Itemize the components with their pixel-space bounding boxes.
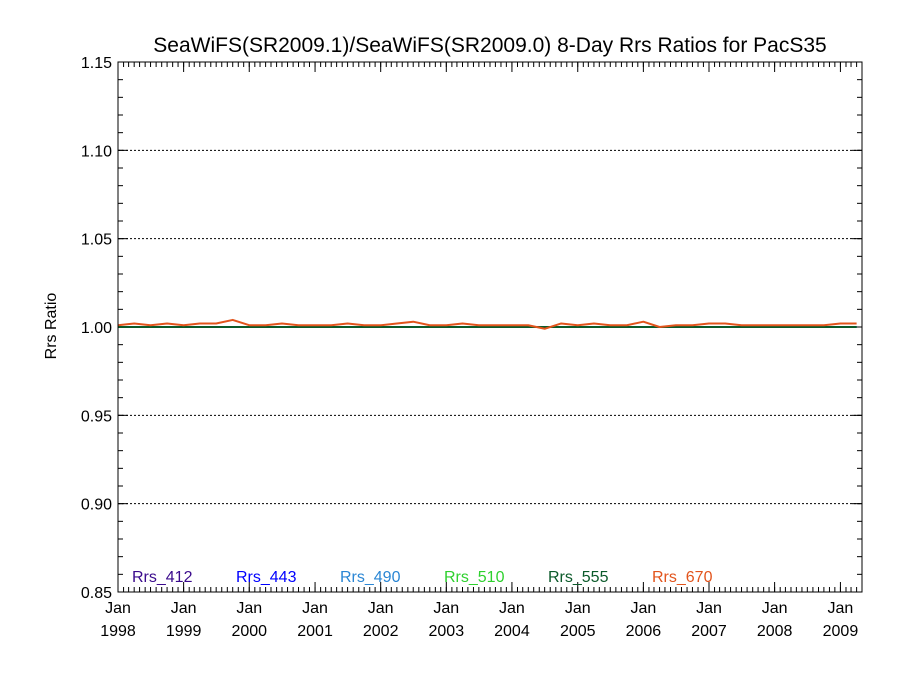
series-line-rrs-670 <box>117 318 857 330</box>
series-lines <box>117 318 857 330</box>
x-tick-label-year: 2007 <box>691 623 727 640</box>
x-tick-label-month: Jan <box>696 600 722 617</box>
x-tick-label-month: Jan <box>630 600 656 617</box>
y-tick-label: 1.10 <box>81 143 112 160</box>
plot-frame <box>117 61 863 593</box>
x-tick-label-month: Jan <box>433 600 459 617</box>
y-tick-label: 1.15 <box>81 55 112 72</box>
legend-label-rrs-443: Rrs_443 <box>236 569 297 586</box>
y-tick-label: 1.00 <box>81 320 112 337</box>
x-tick-label-month: Jan <box>499 600 525 617</box>
x-tick-label-year: 2000 <box>231 623 267 640</box>
legend-label-rrs-510: Rrs_510 <box>444 569 505 586</box>
y-tick-label: 0.85 <box>81 585 112 602</box>
y-tick-label: 1.05 <box>81 232 112 249</box>
y-tick-label: 0.90 <box>81 497 112 514</box>
x-tick-label-year: 2008 <box>757 623 793 640</box>
x-tick-label-year: 2002 <box>363 623 399 640</box>
x-tick-label-year: 2003 <box>429 623 465 640</box>
x-tick-label-month: Jan <box>762 600 788 617</box>
x-tick-label-year: 2009 <box>823 623 859 640</box>
x-tick-label-year: 2001 <box>297 623 333 640</box>
x-tick-label-month: Jan <box>565 600 591 617</box>
legend-label-rrs-555: Rrs_555 <box>548 569 609 586</box>
y-axis-label: Rrs Ratio <box>43 293 60 360</box>
x-tick-label-year: 2005 <box>560 623 596 640</box>
chart-title: SeaWiFS(SR2009.1)/SeaWiFS(SR2009.0) 8-Da… <box>153 34 826 57</box>
legend: Rrs_412 Rrs_443 Rrs_490 Rrs_510 Rrs_555 Rrs_6… <box>132 569 713 586</box>
x-tick-label-year: 1999 <box>166 623 202 640</box>
x-tick-label-month: Jan <box>828 600 854 617</box>
y-tick-label: 0.95 <box>81 408 112 425</box>
x-tick-label-year: 2006 <box>626 623 662 640</box>
legend-label-rrs-670: Rrs_670 <box>652 569 713 586</box>
x-tick-label-month: Jan <box>236 600 262 617</box>
x-tick-label-month: Jan <box>105 600 131 617</box>
x-tick-label-month: Jan <box>302 600 328 617</box>
x-tick-label-month: Jan <box>171 600 197 617</box>
y-tick-labels: 0.85 0.90 0.95 1.00 1.05 1.10 1.15 <box>81 55 112 602</box>
axis-ticks <box>117 61 863 593</box>
x-tick-label-month: Jan <box>368 600 394 617</box>
x-tick-labels: Jan 1998 Jan 1999 Jan 2000 Jan 2001 Jan 2002 Jan 20… <box>100 600 858 640</box>
x-tick-label-year: 1998 <box>100 623 136 640</box>
x-tick-label-year: 2004 <box>494 623 530 640</box>
legend-label-rrs-412: Rrs_412 <box>132 569 193 586</box>
legend-label-rrs-490: Rrs_490 <box>340 569 401 586</box>
